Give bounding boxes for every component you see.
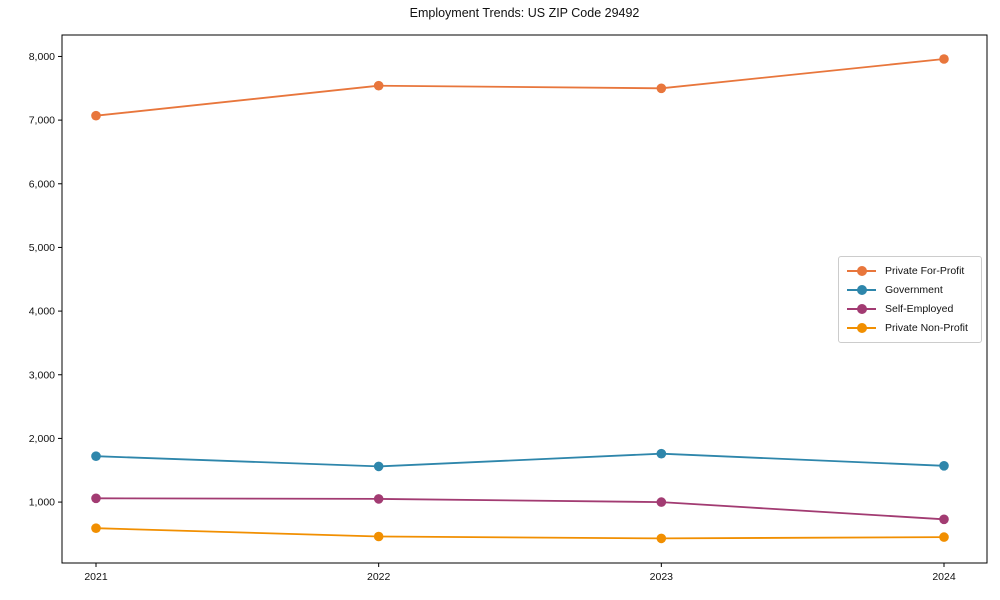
data-point-self-employed-2024 <box>939 514 949 525</box>
data-point-private-for-profit-2021 <box>91 110 101 121</box>
legend-marker-private-for-profit <box>856 265 867 276</box>
data-point-self-employed-2022 <box>373 494 384 504</box>
data-point-private-for-profit-2024 <box>939 54 949 64</box>
legend-label-private-non-profit: Private Non-Profit <box>885 322 968 335</box>
legend-label-self-employed: Self-Employed <box>885 303 954 316</box>
series-line-government <box>95 452 945 468</box>
legend-marker-private-non-profit <box>856 323 867 334</box>
y-tick-label-7000: 7,000 <box>29 115 55 127</box>
legend-swatch-private-non-profit <box>847 323 876 334</box>
legend-swatch-private-for-profit <box>847 265 876 276</box>
data-point-private-non-profit-2024 <box>939 532 949 542</box>
legend-label-private-for-profit: Private For-Profit <box>885 264 965 277</box>
y-tick-label-6000: 6,000 <box>29 178 55 190</box>
series-line-self-employed <box>95 497 945 521</box>
x-tick-label-2023: 2023 <box>650 571 674 583</box>
legend-item-private-non-profit: Private Non-Profit <box>839 321 981 336</box>
data-point-private-non-profit-2021 <box>91 523 101 533</box>
data-point-government-2024 <box>939 461 949 471</box>
legend-item-self-employed: Self-Employed <box>839 302 981 317</box>
data-point-government-2023 <box>656 448 667 459</box>
legend-marker-government <box>856 284 867 295</box>
x-tick-label-2021: 2021 <box>84 571 108 583</box>
chart-legend: Private For-Profit Government Self-Employe… <box>838 256 982 343</box>
y-tick-label-8000: 8,000 <box>29 51 55 63</box>
y-tick-label-4000: 4,000 <box>29 306 55 318</box>
data-point-private-for-profit-2022 <box>373 80 384 91</box>
y-tick-label-5000: 5,000 <box>29 242 55 254</box>
legend-swatch-government <box>847 284 876 295</box>
series-line-private-for-profit <box>95 58 945 117</box>
legend-item-private-for-profit: Private For-Profit <box>839 263 981 278</box>
legend-item-government: Government <box>839 282 981 297</box>
series-line-private-non-profit <box>95 527 945 540</box>
x-tick-label-2022: 2022 <box>367 571 391 583</box>
data-point-private-non-profit-2023 <box>656 533 667 544</box>
legend-marker-self-employed <box>856 304 867 315</box>
data-point-self-employed-2021 <box>91 493 101 504</box>
legend-swatch-self-employed <box>847 304 876 315</box>
legend-label-government: Government <box>885 283 943 296</box>
data-point-government-2021 <box>91 451 101 462</box>
y-tick-label-2000: 2,000 <box>29 433 55 445</box>
data-point-private-for-profit-2023 <box>656 83 667 94</box>
data-point-private-non-profit-2022 <box>373 531 384 542</box>
chart-title: Employment Trends: US ZIP Code 29492 <box>409 6 640 20</box>
x-tick-label-2024: 2024 <box>932 571 956 583</box>
data-point-self-employed-2023 <box>656 497 667 507</box>
y-tick-label-3000: 3,000 <box>29 369 55 381</box>
data-point-government-2022 <box>373 461 384 472</box>
plot-border <box>61 34 988 564</box>
y-tick-label-1000: 1,000 <box>29 497 55 509</box>
